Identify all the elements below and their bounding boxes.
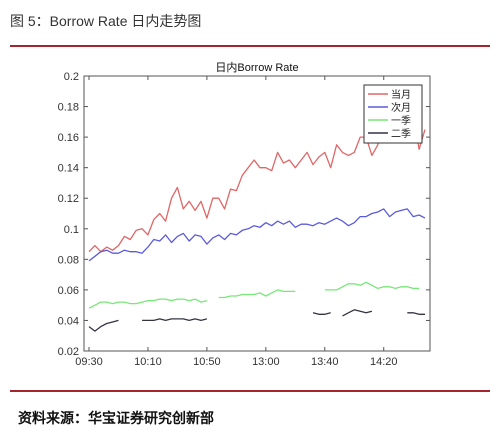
series-line-当月 (88, 113, 426, 253)
x-tick-label: 09:30 (75, 356, 103, 368)
y-tick-label: 0.1 (64, 224, 79, 236)
series-line-一季 (324, 281, 420, 291)
series-line-二季 (407, 312, 425, 315)
x-tick-label: 13:40 (311, 356, 339, 368)
y-tick-label: 0.06 (58, 285, 79, 297)
series-line-二季 (88, 319, 119, 332)
x-tick-label: 10:10 (134, 356, 162, 368)
series-line-二季 (342, 309, 373, 317)
chart-title: 日内Borrow Rate (215, 60, 298, 74)
legend-label-当月: 当月 (391, 88, 411, 101)
top-rule (10, 45, 490, 47)
y-tick-label: 0.2 (64, 71, 79, 83)
borrow-rate-chart: 0.02 0.04 0.06 0.08 0.1 0.12 0.14 0.16 0.18 0.2 09… (58, 60, 431, 368)
x-tick-label: 14:20 (370, 356, 398, 368)
y-tick-label: 0.04 (58, 315, 79, 327)
legend-label-次月: 次月 (391, 101, 411, 114)
y-tick-label: 0.02 (58, 346, 79, 358)
y-tick-label: 0.12 (58, 193, 79, 205)
y-tick-label: 0.08 (58, 254, 79, 266)
bottom-rule (10, 390, 490, 392)
series-line-一季 (88, 298, 208, 309)
series-line-一季 (218, 289, 296, 299)
x-tick-label: 10:50 (193, 356, 221, 368)
y-tick-label: 0.18 (58, 102, 79, 114)
y-tick-label: 0.16 (58, 132, 79, 144)
series-line-次月 (88, 208, 426, 262)
series-line-二季 (142, 318, 208, 322)
legend-label-一季: 一季 (391, 115, 411, 127)
figure-title: 图 5：Borrow Rate 日内走势图 (10, 13, 202, 29)
x-tick-label: 13:00 (252, 356, 280, 368)
source-note: 资料来源：华宝证券研究创新部 (18, 410, 214, 426)
y-tick-label: 0.14 (58, 163, 79, 175)
legend-label-二季: 二季 (391, 128, 411, 140)
series-line-二季 (312, 312, 331, 315)
